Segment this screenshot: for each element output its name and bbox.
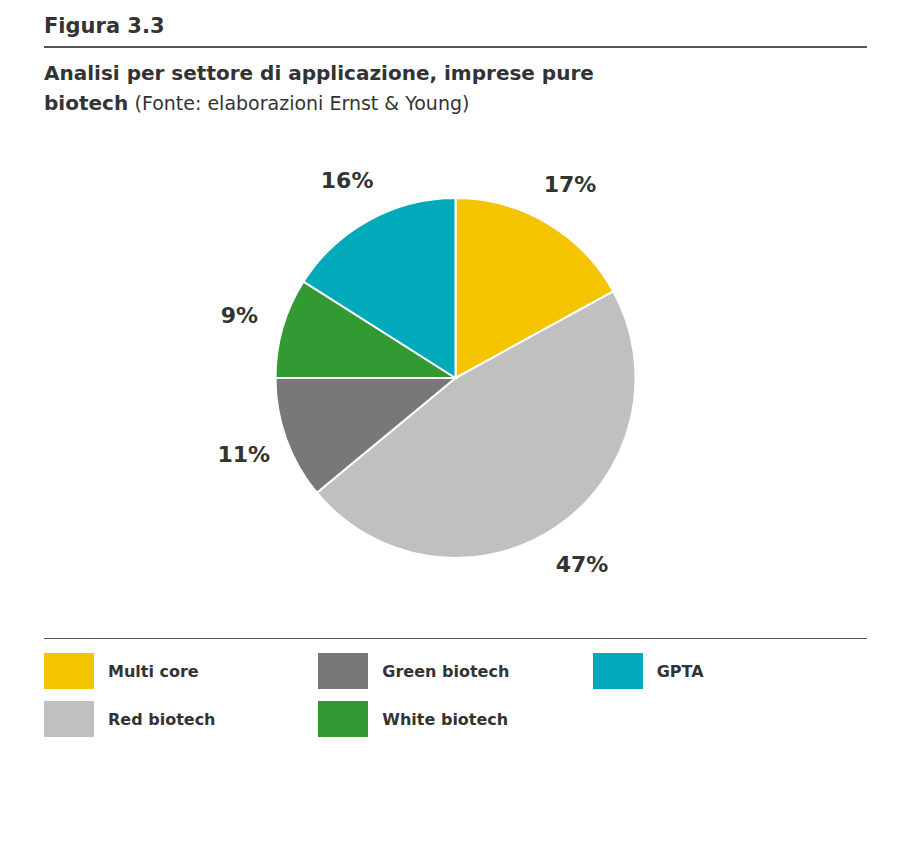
html-text:Green biotech: Green biotech bbox=[382, 661, 510, 681]
svg-text:9%: 9% bbox=[221, 303, 258, 328]
svg-text:16%: 16% bbox=[321, 168, 374, 193]
svg-text:17%: 17% bbox=[544, 172, 597, 197]
html-text:White biotech: White biotech bbox=[382, 709, 509, 729]
html-text:Multi core: Multi core bbox=[108, 661, 199, 681]
svg-text:47%: 47% bbox=[556, 552, 609, 577]
svg-text:11%: 11% bbox=[217, 442, 270, 467]
html-text:Red biotech: Red biotech bbox=[108, 709, 216, 729]
html-text:Figura 3.3: Figura 3.3 bbox=[44, 14, 165, 38]
html-text:Analisi per settore di applica: Analisi per settore di applicazione, imp… bbox=[44, 61, 594, 115]
html-text:GPTA: GPTA bbox=[656, 661, 704, 681]
